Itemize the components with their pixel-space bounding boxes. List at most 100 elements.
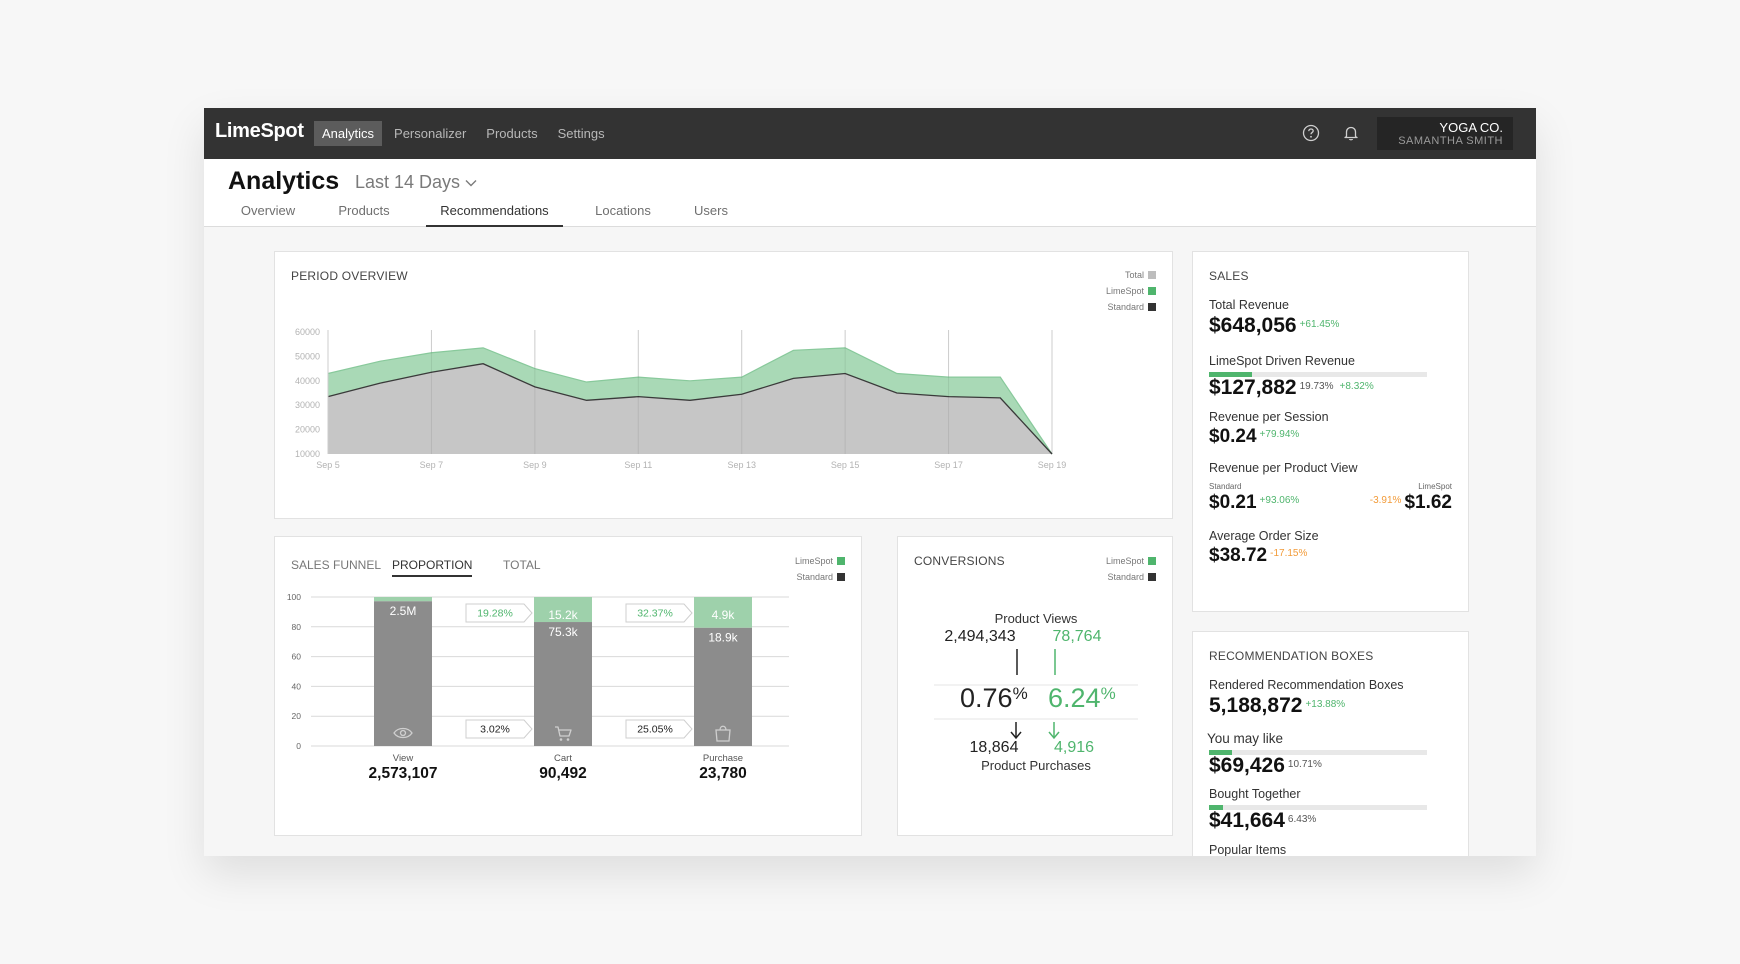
avg-order-size-label: Average Order Size xyxy=(1209,529,1319,543)
rec-boxes-title: RECOMMENDATION BOXES xyxy=(1209,649,1374,663)
nav-personalizer[interactable]: Personalizer xyxy=(394,126,467,141)
y-tick-label: 20 xyxy=(292,711,302,721)
rate-limespot-cart-purchase: 32.37% xyxy=(625,603,693,623)
avg-order-size-value: $38.72 -17.15% xyxy=(1209,545,1308,566)
tab-proportion[interactable]: PROPORTION xyxy=(392,558,473,577)
period-overview-title: PERIOD OVERVIEW xyxy=(291,269,408,283)
tab-recommendations[interactable]: Recommendations xyxy=(426,203,563,227)
rendered-boxes-value: 5,188,872 +13.88% xyxy=(1209,694,1346,717)
rate-standard-cart-purchase: 25.05% xyxy=(625,719,693,739)
you-may-like-value: $69,426 10.71% xyxy=(1209,754,1322,777)
rec-box-bought-together-label: Bought Together xyxy=(1209,787,1301,801)
total-revenue-value: $648,056 +61.45% xyxy=(1209,314,1340,337)
svg-text:32.37%: 32.37% xyxy=(637,608,673,620)
stage-total: 23,780 xyxy=(699,765,746,782)
views-standard: 2,494,343 xyxy=(944,628,1015,645)
bar-standard-view xyxy=(374,601,432,746)
stage-name: Purchase xyxy=(703,753,743,764)
rppv-standard-value: $0.21 +93.06% xyxy=(1209,492,1300,513)
limespot-revenue-label: LimeSpot Driven Revenue xyxy=(1209,354,1355,368)
views-limespot: 78,764 xyxy=(1053,628,1102,645)
y-tick-label: 40 xyxy=(292,681,302,691)
legend-limespot: LimeSpot xyxy=(795,553,845,569)
top-bar: LimeSpot Analytics Personalizer Products… xyxy=(204,108,1536,159)
date-range-dropdown[interactable]: Last 14 Days xyxy=(355,172,477,193)
nav-analytics[interactable]: Analytics xyxy=(314,121,383,146)
account-user: SAMANTHA SMITH xyxy=(1398,135,1503,147)
y-tick-label: 0 xyxy=(296,741,301,751)
app-logo[interactable]: LimeSpot xyxy=(215,120,304,142)
tab-users[interactable]: Users xyxy=(694,203,728,218)
purchases-standard: 18,864 xyxy=(970,739,1019,756)
x-tick-label: Sep 17 xyxy=(934,460,963,470)
stage-name: View xyxy=(393,753,414,764)
stage-name: Cart xyxy=(554,753,572,764)
rate-standard: 0.76% xyxy=(960,683,1028,713)
funnel-legend: LimeSpot Standard xyxy=(795,553,845,585)
rendered-boxes-label: Rendered Recommendation Boxes xyxy=(1209,678,1404,692)
rec-box-you-may-like-label: You may like xyxy=(1207,731,1284,746)
rec-box-popular-items-label: Popular Items xyxy=(1209,843,1287,856)
y-tick-label: 30000 xyxy=(295,400,320,410)
eye-icon xyxy=(393,727,413,739)
period-overview-legend: Total LimeSpot Standard xyxy=(1106,267,1156,315)
x-tick-label: Sep 15 xyxy=(831,460,860,470)
nav-products[interactable]: Products xyxy=(486,126,538,141)
account-menu[interactable]: YOGA CO. SAMANTHA SMITH xyxy=(1377,117,1513,150)
bag-icon xyxy=(715,725,731,742)
sales-funnel-card: SALES FUNNEL PROPORTION TOTAL LimeSpot S… xyxy=(274,536,862,836)
bar-standard-purchase xyxy=(694,627,752,746)
sales-title: SALES xyxy=(1209,269,1249,283)
you-may-like-bar xyxy=(1209,750,1427,755)
conversions-legend: LimeSpot Standard xyxy=(1106,553,1156,585)
limespot-revenue-bar xyxy=(1209,372,1427,377)
series-standard-line xyxy=(327,363,1053,455)
svg-text:3.02%: 3.02% xyxy=(480,724,510,736)
rate-standard-view-cart: 3.02% xyxy=(465,719,533,739)
x-tick-label: Sep 9 xyxy=(523,460,547,470)
tab-products[interactable]: Products xyxy=(338,203,390,218)
product-views-label: Product Views xyxy=(995,611,1078,626)
bar-standard-label: 75.3k xyxy=(548,625,578,639)
bar-standard-cart xyxy=(534,622,592,746)
y-tick-label: 100 xyxy=(287,592,301,602)
bar-standard-label: 18.9k xyxy=(708,631,738,645)
revenue-per-session-value: $0.24 +79.94% xyxy=(1209,426,1300,447)
total-revenue-label: Total Revenue xyxy=(1209,298,1289,312)
product-purchases-label: Product Purchases xyxy=(981,758,1091,773)
legend-limespot: LimeSpot xyxy=(1106,553,1156,569)
help-icon[interactable] xyxy=(1302,124,1320,142)
bell-icon[interactable] xyxy=(1342,124,1360,142)
conversions-card: CONVERSIONS LimeSpot Standard Product Vi… xyxy=(897,536,1173,836)
y-tick-label: 10000 xyxy=(295,449,320,459)
bar-limespot-label: 15.2k xyxy=(548,608,578,622)
series-total-line xyxy=(327,347,1053,455)
bar-limespot-view xyxy=(374,597,432,602)
tab-overview[interactable]: Overview xyxy=(240,203,296,218)
nav-settings[interactable]: Settings xyxy=(557,126,605,141)
conversions-diagram: Product Views 2,494,343 78,764 0.76% 6.2… xyxy=(934,611,1138,773)
tab-locations[interactable]: Locations xyxy=(595,203,651,218)
tab-total[interactable]: TOTAL xyxy=(503,558,541,572)
purchases-limespot: 4,916 xyxy=(1054,739,1094,756)
revenue-per-session-label: Revenue per Session xyxy=(1209,410,1329,424)
legend-standard: Standard xyxy=(795,569,845,585)
rate-limespot: 6.24% xyxy=(1048,683,1116,713)
tab-sales-funnel[interactable]: SALES FUNNEL xyxy=(291,558,382,572)
cart-icon xyxy=(555,726,572,741)
y-tick-label: 80 xyxy=(292,622,302,632)
account-company: YOGA CO. xyxy=(1439,120,1503,135)
limespot-revenue-value: $127,882 19.73% +8.32% xyxy=(1209,376,1374,399)
revenue-per-view-label: Revenue per Product View xyxy=(1209,461,1358,475)
legend-standard: Standard xyxy=(1106,569,1156,585)
period-overview-chart: 10000 20000 30000 40000 50000 60000 Sep 5 Sep 7… xyxy=(295,327,1067,470)
x-tick-label: Sep 19 xyxy=(1038,460,1067,470)
date-range-label: Last 14 Days xyxy=(355,172,461,192)
svg-text:19.28%: 19.28% xyxy=(477,608,513,620)
x-tick-label: Sep 5 xyxy=(316,460,340,470)
arrow-down-icon xyxy=(1048,722,1060,740)
legend-limespot: LimeSpot xyxy=(1106,283,1156,299)
series-standard-area xyxy=(328,363,1052,454)
stage-total: 90,492 xyxy=(539,765,586,782)
main-nav: Analytics Personalizer Products Settings xyxy=(314,121,617,146)
